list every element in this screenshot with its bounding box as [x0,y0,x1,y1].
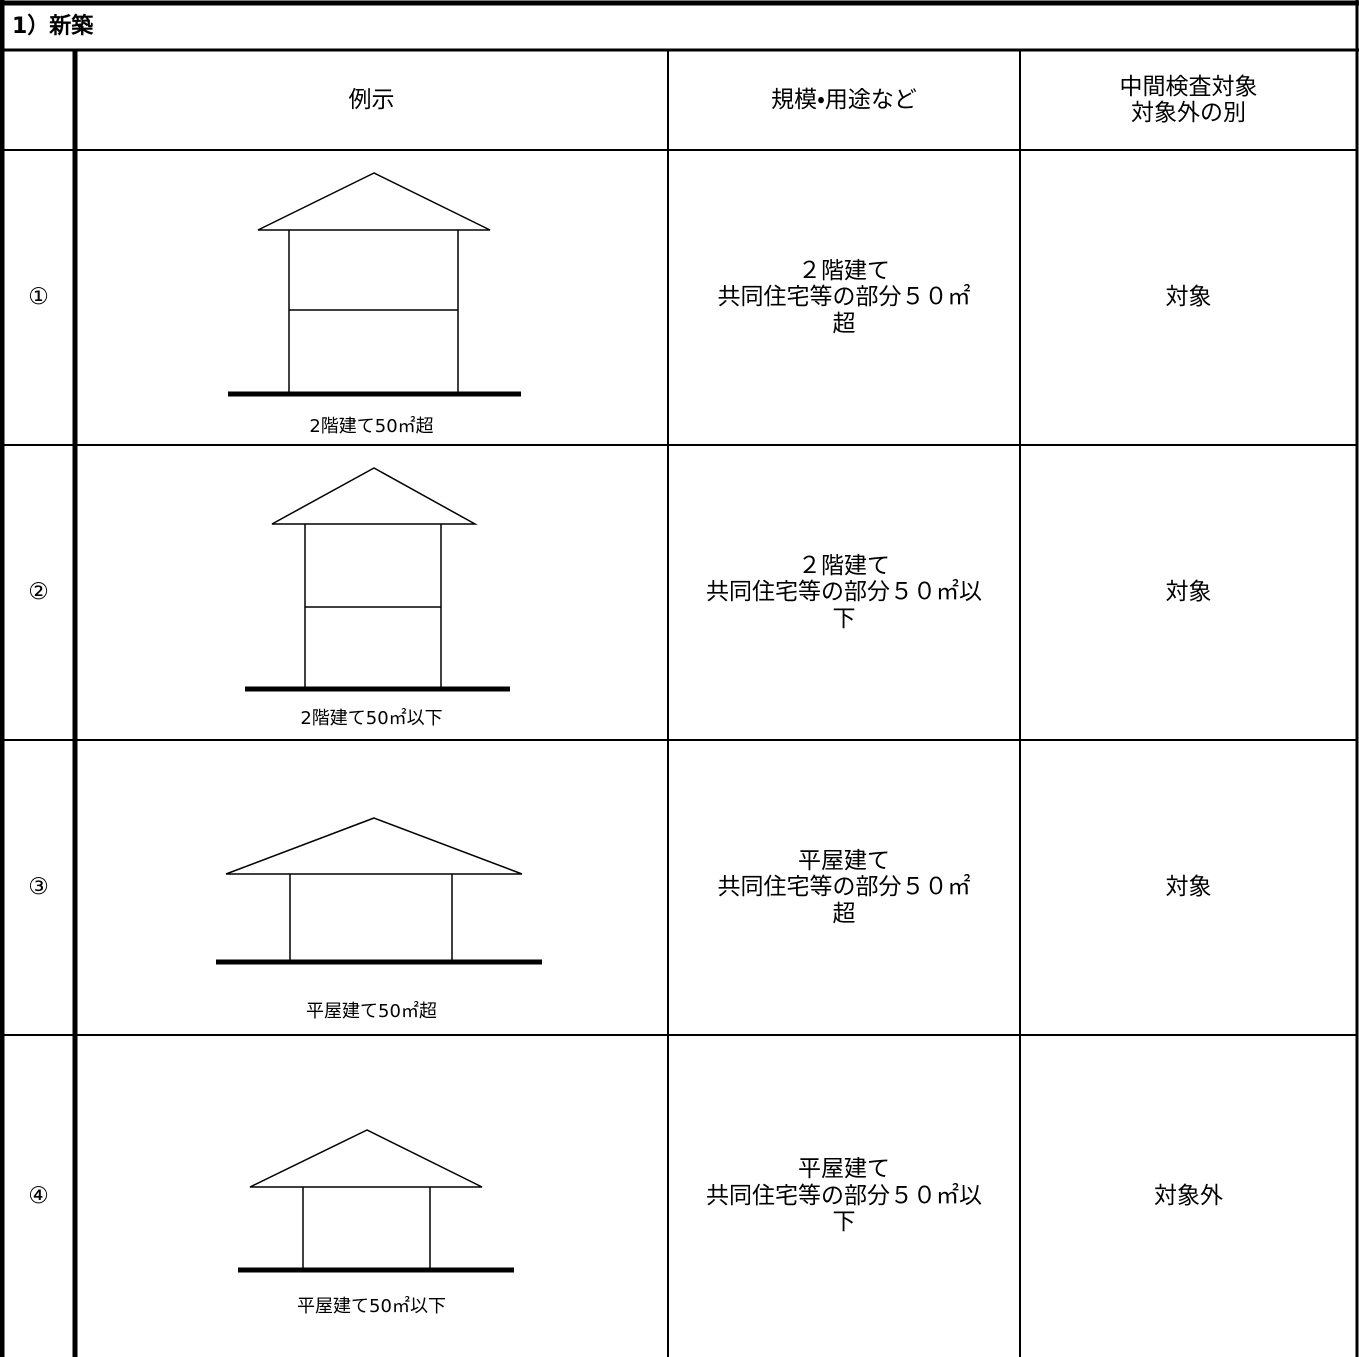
section-title: 1）新築 [12,14,94,39]
figure-caption: 平屋建て50㎡超 [306,1000,437,1022]
header-text: 例示 [348,86,395,113]
description-line: 下 [832,1209,856,1236]
header-cell: 例示 [75,50,668,150]
description-line: 平屋建て [798,847,890,874]
description-cell: ２階建て 共同住宅等の部分５０㎡以下 [668,445,1020,740]
row-number: ④ [28,1182,49,1209]
description-line: 共同住宅等の部分５０㎡以 [706,1182,982,1209]
header-text: 中間検査対象 [1119,73,1258,100]
description-line: 共同住宅等の部分５０㎡ [717,284,971,311]
result-cell: 対象 [1165,579,1212,606]
description-line: 超 [832,310,856,337]
figure-caption: 2階建て50㎡以下 [300,707,443,729]
figure-caption: 2階建て50㎡超 [309,415,434,437]
header-text: 規模・用途など [771,86,917,113]
figure-caption: 平屋建て50㎡以下 [297,1295,446,1317]
row-number: ① [28,284,49,311]
header-cell: 中間検査対象 対象外の別 [1020,50,1357,150]
result-cell: 対象 [1165,874,1212,901]
header-text: 対象外の別 [1131,100,1246,126]
result-cell: 対象 [1165,284,1212,311]
description-line: 超 [832,900,856,927]
description-line: ２階建て [798,257,890,284]
row-number: ② [28,579,49,606]
result-cell: 対象外 [1154,1182,1223,1209]
header-cell: 規模・用途など [668,50,1020,150]
description-line: 平屋建て [798,1156,890,1183]
description-cell: 平屋建て 共同住宅等の部分５０㎡以下 [668,1035,1020,1357]
description-line: 下 [832,605,856,632]
description-line: ２階建て [798,552,890,579]
description-line: 共同住宅等の部分５０㎡以 [706,579,982,606]
row-number: ③ [28,874,49,901]
description-line: 共同住宅等の部分５０㎡ [717,874,971,901]
